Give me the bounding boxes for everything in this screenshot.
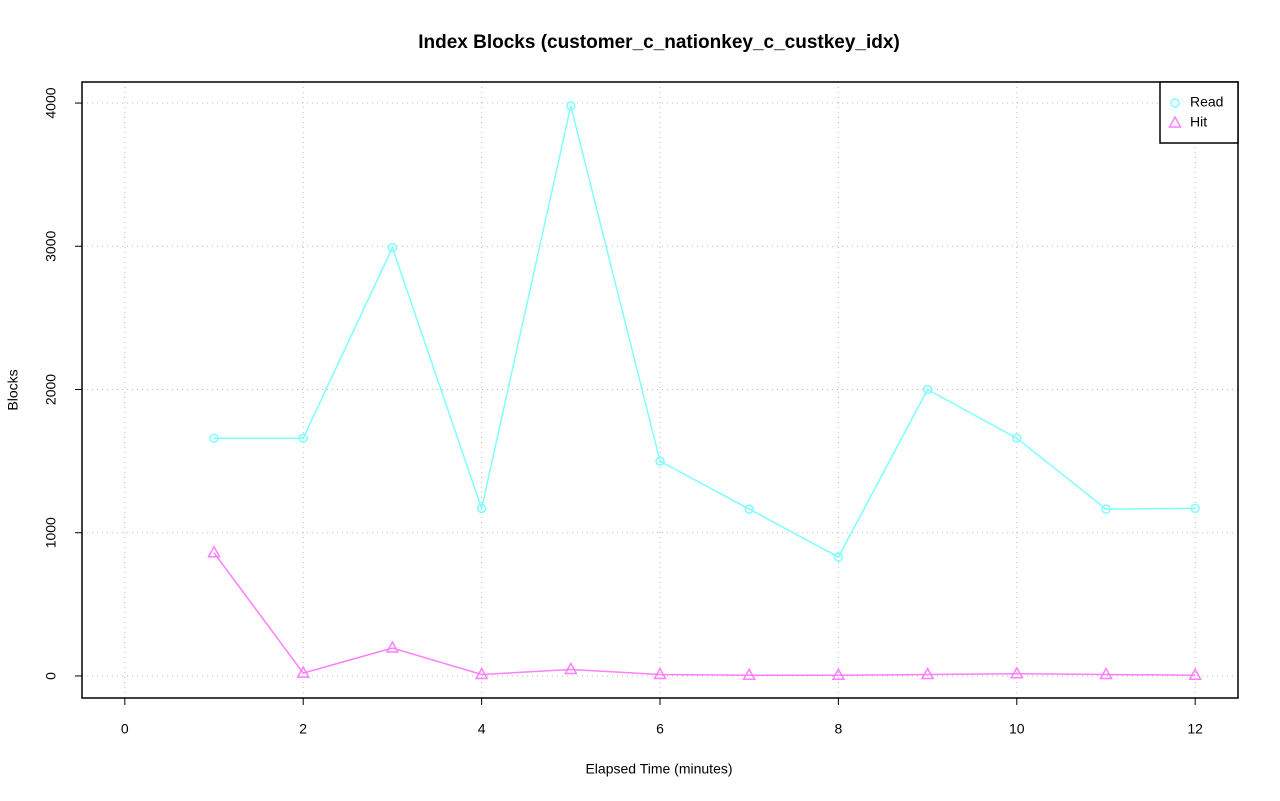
data-point	[566, 101, 576, 111]
legend-box	[1159, 81, 1239, 144]
y-tick-label: 4000	[43, 87, 59, 118]
x-tick-label: 8	[834, 721, 842, 737]
data-point	[653, 666, 667, 680]
data-point	[831, 667, 846, 680]
data-point	[387, 242, 398, 253]
legend-label: Hit	[1190, 114, 1207, 130]
data-point	[209, 433, 219, 443]
data-point	[1099, 666, 1113, 680]
data-point	[296, 665, 310, 678]
data-point	[1012, 433, 1022, 443]
data-point	[742, 667, 756, 680]
data-point	[1188, 667, 1202, 680]
legend-marker	[1170, 98, 1180, 108]
x-axis-label: Elapsed Time (minutes)	[585, 761, 732, 777]
chart-title: Index Blocks (customer_c_nationkey_c_cus…	[418, 32, 900, 53]
data-point	[1010, 666, 1024, 679]
data-point	[1101, 504, 1111, 514]
legend-marker	[1168, 115, 1182, 128]
data-point	[655, 456, 665, 466]
data-point	[744, 504, 754, 514]
data-point	[476, 503, 487, 514]
data-point	[1190, 503, 1200, 514]
legend-label: Read	[1190, 94, 1223, 110]
data-point	[920, 666, 935, 680]
y-tick-label: 1000	[43, 517, 59, 548]
data-point	[833, 552, 844, 562]
data-point	[474, 666, 489, 680]
data-point	[385, 640, 400, 653]
data-point	[922, 384, 933, 395]
y-tick-label: 2000	[43, 374, 59, 405]
series-line	[214, 105, 1196, 559]
x-tick-label: 4	[478, 721, 486, 737]
y-tick-label: 0	[43, 672, 59, 680]
y-axis-label: Blocks	[5, 369, 21, 410]
data-point	[564, 661, 578, 675]
x-tick-label: 2	[299, 721, 307, 737]
x-tick-label: 6	[656, 721, 664, 737]
plot-frame	[81, 81, 1239, 699]
data-point	[207, 545, 221, 558]
x-tick-label: 12	[1187, 721, 1203, 737]
data-point	[298, 433, 308, 443]
y-tick-label: 3000	[43, 230, 59, 261]
x-tick-label: 10	[1009, 721, 1025, 737]
series-line	[213, 552, 1196, 676]
x-tick-label: 0	[121, 721, 129, 737]
